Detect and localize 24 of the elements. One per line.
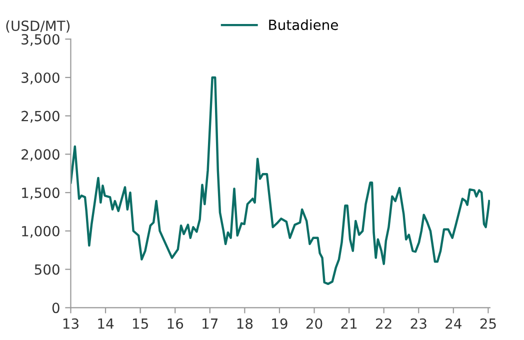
x-tick-label: 18	[237, 318, 253, 329]
x-tick-label: 17	[202, 318, 218, 329]
y-tick-label: 3,500	[22, 34, 60, 46]
y-axis-title: (USD/MT)	[6, 20, 70, 33]
x-tick-label: 19	[272, 318, 288, 329]
y-tick-label: 0	[52, 302, 60, 314]
y-tick-label: 1,500	[22, 188, 60, 200]
x-tick-label: 14	[98, 318, 114, 329]
y-tick-label: 1,000	[22, 226, 60, 238]
x-tick-label: 22	[376, 318, 392, 329]
legend-label: Butadiene	[269, 19, 338, 30]
y-tick-label: 2,500	[22, 110, 60, 123]
line-series	[70, 76, 490, 286]
x-tick-label: 21	[341, 318, 357, 329]
y-tick-label: 3,000	[22, 72, 60, 84]
x-tick-label: 25	[480, 318, 496, 329]
x-tick-label: 20	[306, 318, 322, 329]
x-tick-label: 24	[446, 318, 462, 329]
y-tick-label: 2,000	[22, 149, 60, 162]
x-tick-label: 16	[168, 318, 184, 329]
x-tick-label: 15	[133, 318, 148, 329]
x-tick-label: 23	[410, 318, 426, 329]
x-tick-label: 13	[63, 318, 78, 329]
y-tick-label: 500	[34, 264, 60, 275]
